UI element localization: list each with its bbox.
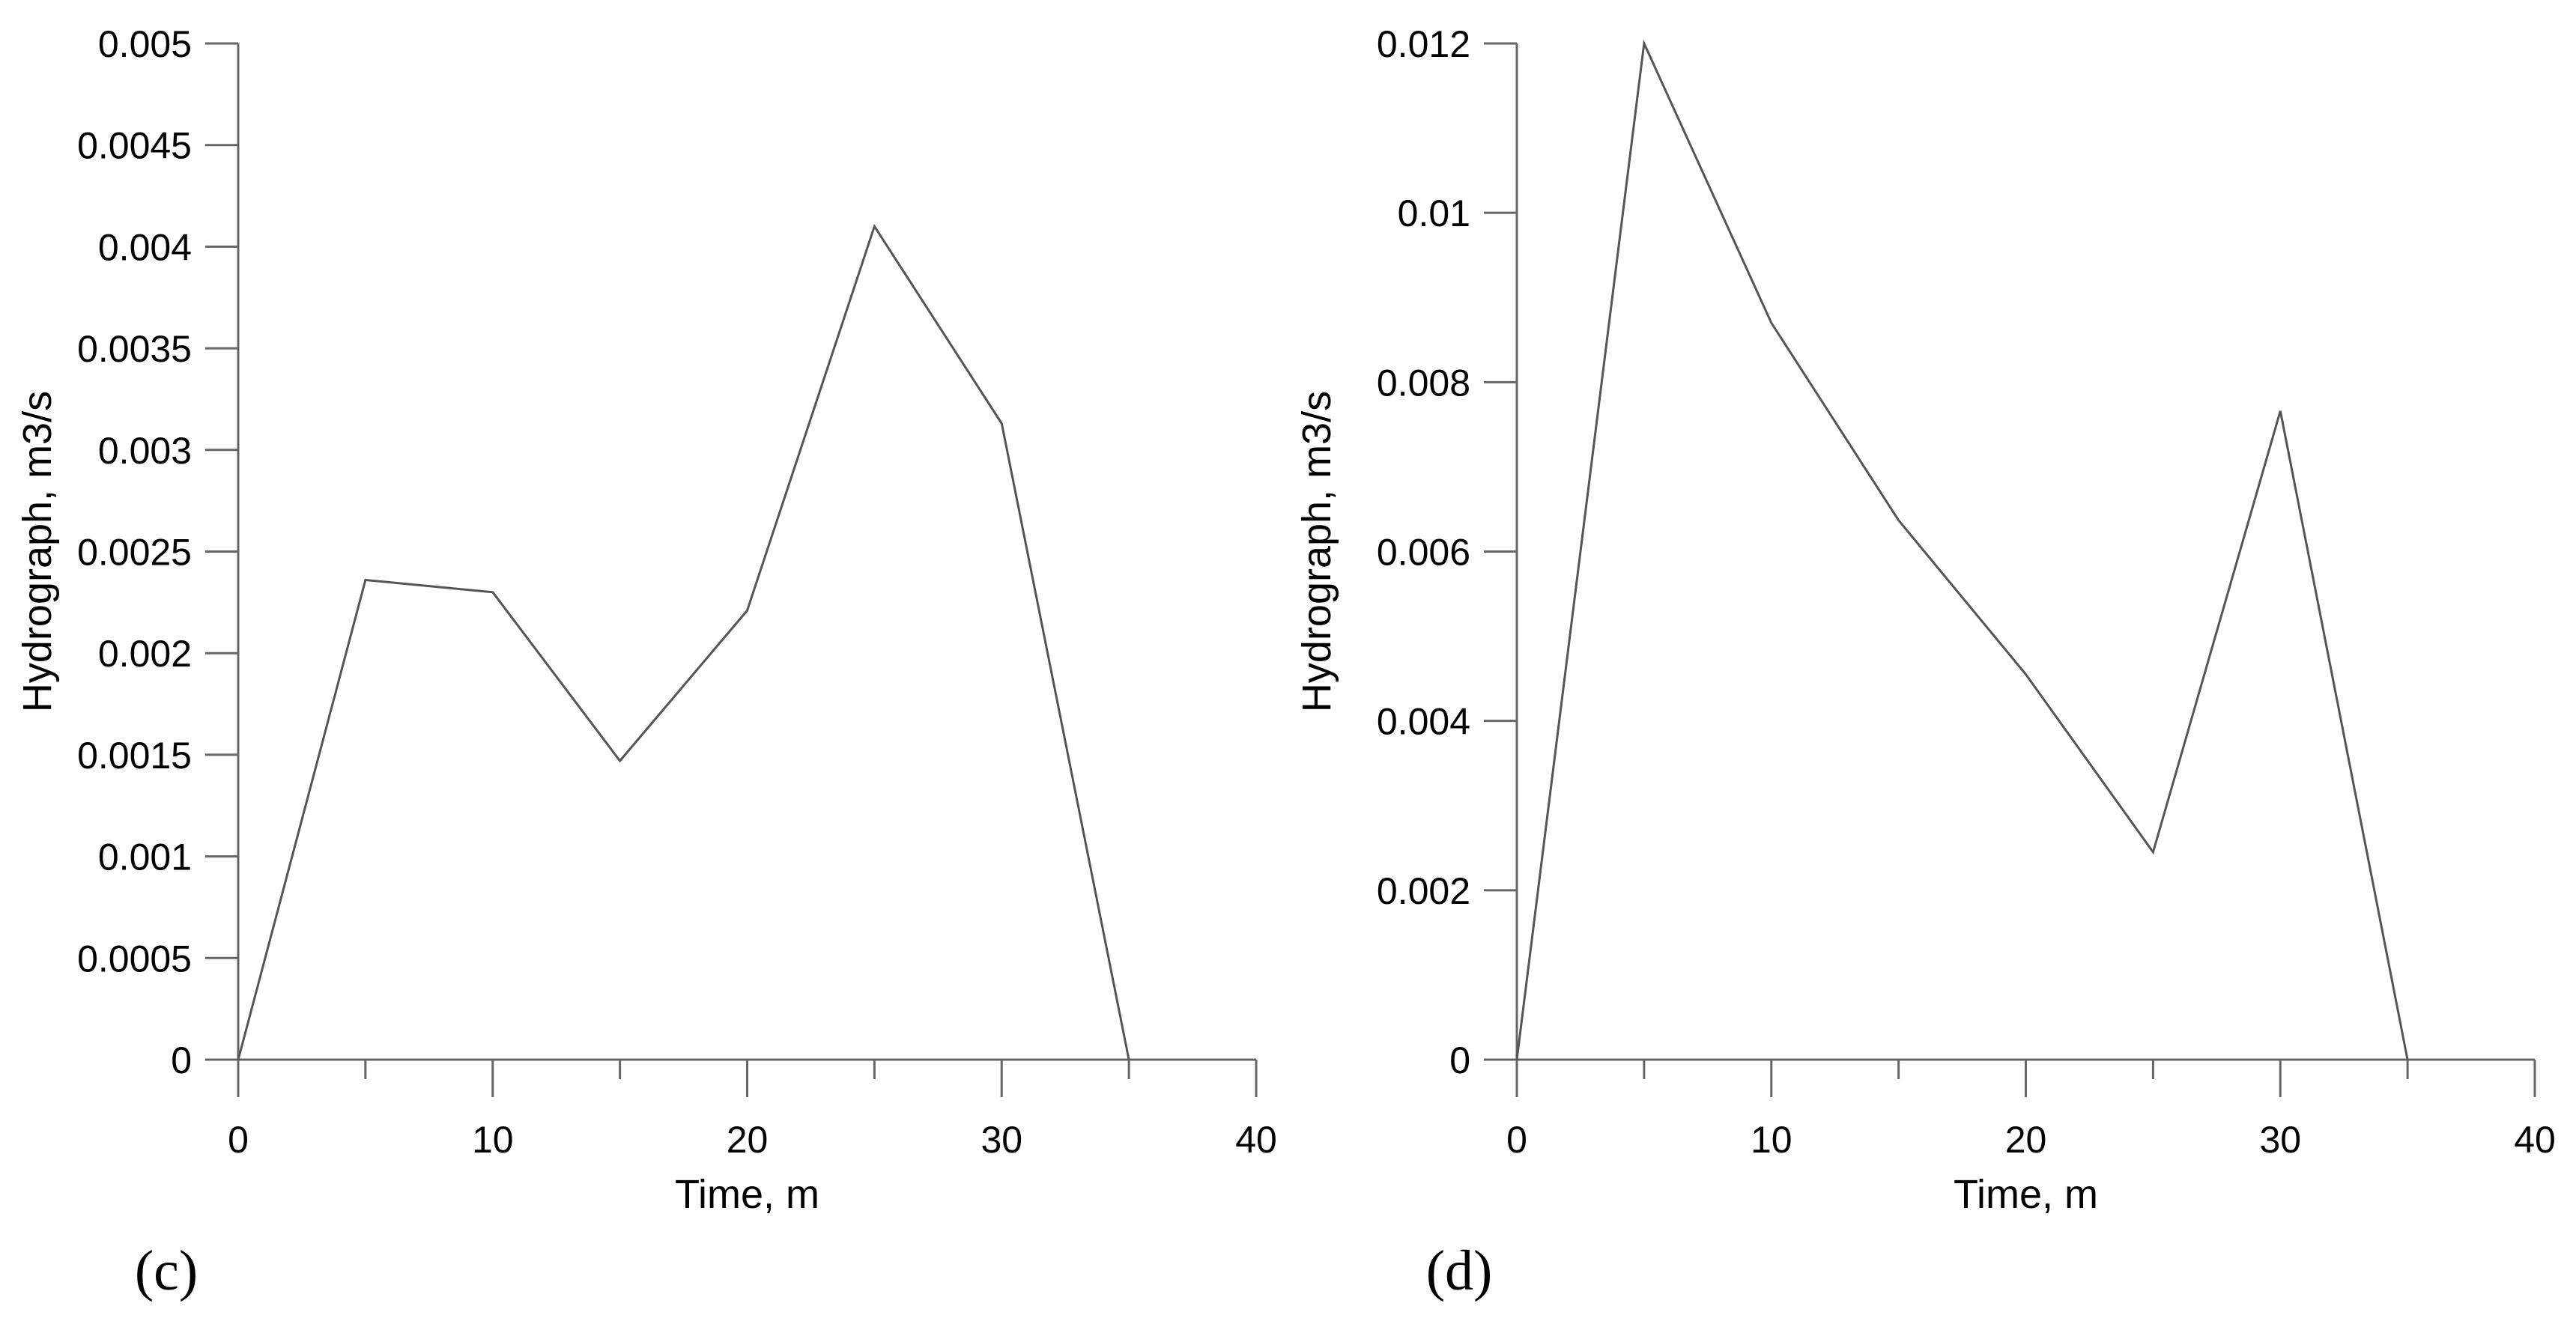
data-point	[1643, 42, 1646, 45]
y-axis-title: Hydrograph, m3/s	[1294, 391, 1339, 712]
data-point	[491, 591, 494, 594]
data-point	[619, 759, 622, 762]
y-tick-label: 0.003	[98, 430, 192, 472]
series-line-hydrograph	[237, 223, 1130, 1060]
data-point	[873, 225, 876, 228]
series-line-hydrograph	[1515, 39, 2409, 1060]
x-tick-label: 20	[727, 1119, 769, 1161]
y-tick-label: 0.012	[1377, 23, 1470, 65]
x-tick-label: 0	[1506, 1119, 1527, 1161]
x-tick-label: 40	[1235, 1119, 1277, 1161]
x-axis-title: Time, m	[675, 1172, 819, 1217]
y-tick-label: 0.0025	[77, 532, 192, 574]
x-axis-title: Time, m	[1954, 1172, 2098, 1217]
chart-panel-c: 0 0.0005 0.001 0.0015 0.002 0.0025 0.003 0.0035…	[15, 23, 1277, 1302]
y-tick-label: 0.008	[1377, 362, 1470, 404]
y-tick-label: 0.01	[1398, 192, 1470, 234]
y-tick-label: 0.002	[98, 633, 192, 675]
data-point	[1127, 1058, 1130, 1061]
data-point	[237, 1058, 240, 1061]
data-point	[1897, 519, 1900, 522]
data-point	[746, 609, 749, 612]
y-tick-label: 0.002	[1377, 870, 1470, 912]
y-tick-label: 0.006	[1377, 532, 1470, 574]
data-point	[2279, 410, 2282, 413]
data-point	[1770, 321, 1773, 324]
y-tick-label: 0.0045	[77, 125, 192, 167]
y-tick-label: 0.005	[98, 23, 192, 65]
x-tick-label: 30	[2259, 1119, 2301, 1161]
data-point	[364, 578, 367, 581]
y-axis-title: Hydrograph, m3/s	[15, 391, 60, 712]
panel-label: (d)	[1426, 1239, 1493, 1302]
data-point	[1000, 422, 1003, 425]
x-tick-label: 10	[1751, 1119, 1792, 1161]
y-tick-label: 0.0015	[77, 735, 192, 777]
data-point	[2406, 1058, 2409, 1061]
data-point	[2151, 851, 2154, 854]
x-tick-label: 30	[981, 1119, 1022, 1161]
y-tick-label: 0	[171, 1039, 192, 1081]
x-tick-label: 20	[2005, 1119, 2047, 1161]
x-tick-label: 0	[228, 1119, 249, 1161]
y-tick-label: 0.004	[98, 226, 192, 268]
chart-panel-d: 0 0.002 0.004 0.006 0.008 0.01 0.012 0 10 20 30 40 T…	[1294, 23, 2556, 1302]
data-point	[1515, 1058, 1518, 1061]
y-tick-label: 0.004	[1377, 701, 1470, 743]
panel-label: (c)	[135, 1239, 198, 1302]
data-point	[2025, 672, 2028, 675]
x-tick-label: 10	[472, 1119, 514, 1161]
y-tick-label: 0	[1449, 1039, 1470, 1081]
y-tick-label: 0.0005	[77, 938, 192, 980]
x-tick-label: 40	[2514, 1119, 2556, 1161]
y-tick-label: 0.001	[98, 836, 192, 878]
y-tick-label: 0.0035	[77, 328, 192, 370]
